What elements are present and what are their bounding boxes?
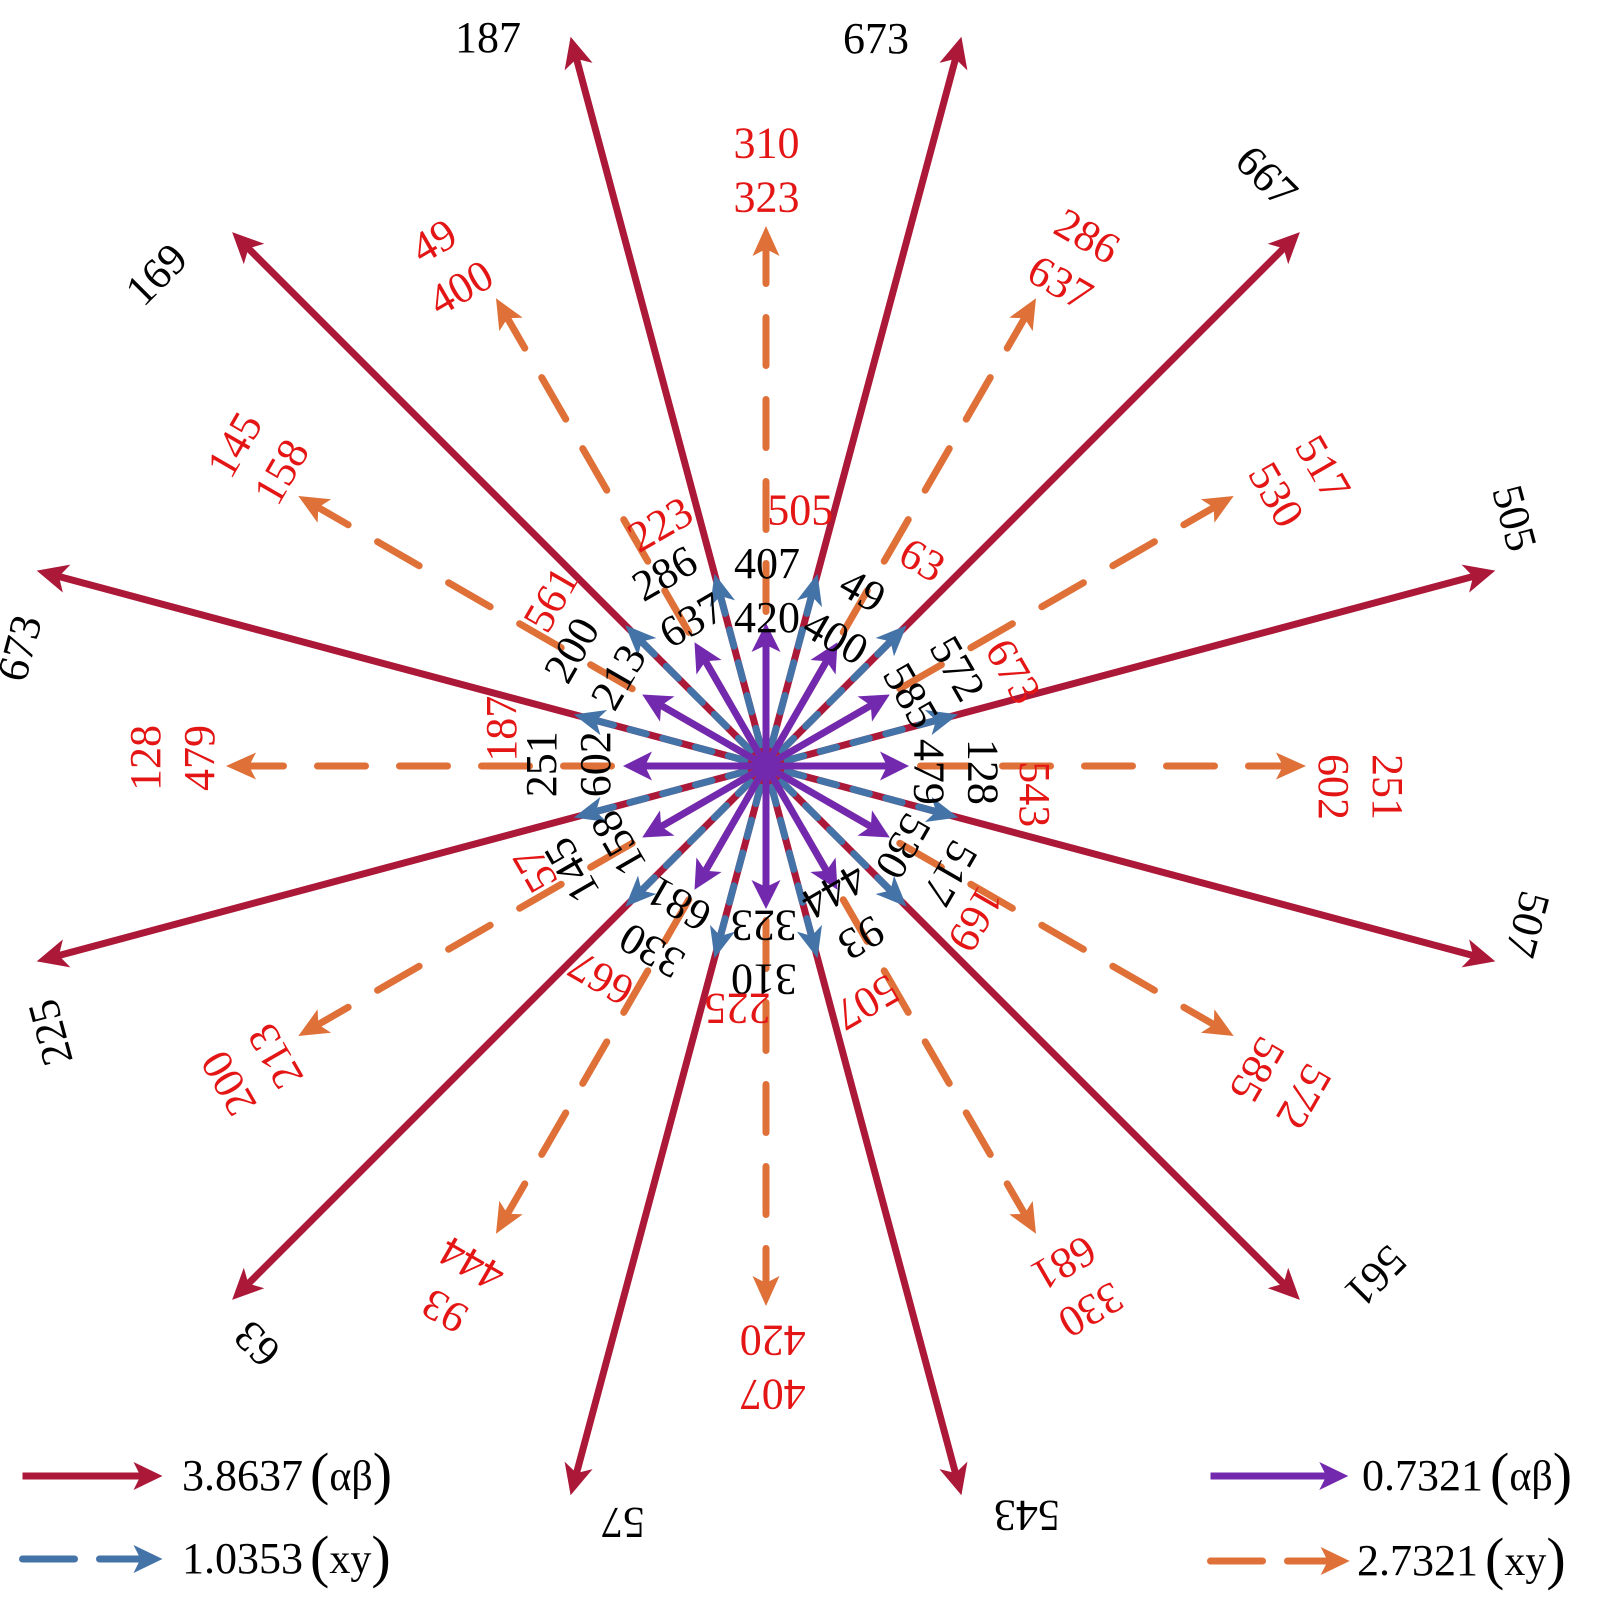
svg-text:251: 251 [517, 731, 566, 797]
svg-text:602: 602 [1309, 754, 1358, 820]
svg-text:505: 505 [767, 486, 833, 535]
svg-text:323: 323 [734, 173, 800, 222]
svg-text:673: 673 [843, 14, 909, 63]
svg-text:187: 187 [455, 13, 521, 62]
svg-text:187: 187 [477, 696, 526, 762]
svg-text:323: 323 [731, 901, 797, 950]
svg-text:225: 225 [705, 984, 771, 1033]
svg-text:543: 543 [1010, 761, 1059, 827]
svg-text:479: 479 [904, 739, 953, 805]
svg-text:128: 128 [958, 739, 1007, 805]
svg-text:407: 407 [734, 539, 800, 588]
svg-text:420: 420 [740, 1316, 806, 1365]
svg-text:602: 602 [571, 731, 620, 797]
svg-text:57: 57 [601, 1498, 645, 1547]
svg-text:310: 310 [734, 119, 800, 168]
svg-text:543: 543 [994, 1491, 1060, 1540]
svg-text:128: 128 [121, 725, 170, 791]
svg-text:479: 479 [175, 725, 224, 791]
svg-text:407: 407 [740, 1370, 806, 1419]
svg-text:251: 251 [1363, 754, 1412, 820]
svg-text:420: 420 [734, 593, 800, 642]
svg-text:3.8637(αβ): 3.8637 (αβ) [182, 1441, 392, 1506]
svg-text:310: 310 [731, 955, 797, 1004]
